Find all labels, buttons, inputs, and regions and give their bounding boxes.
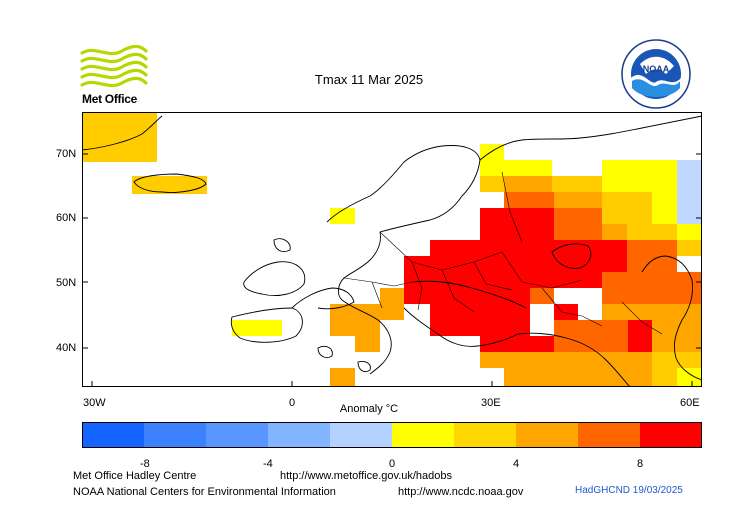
lat-label-70n: 70N xyxy=(56,148,77,160)
footer-noaa: NOAA National Centers for Environmental … xyxy=(73,486,336,498)
colorbar-segment xyxy=(206,422,269,448)
colorbar-segment xyxy=(268,422,331,448)
colorbar-tick-minus8: -8 xyxy=(140,458,150,470)
footer-noaa-url[interactable]: http://www.ncdc.noaa.gov xyxy=(398,486,524,498)
colorbar-segment xyxy=(640,422,702,448)
noaa-logo-text: NOAA xyxy=(643,64,670,74)
map-border xyxy=(82,112,702,387)
colorbar-segment xyxy=(454,422,517,448)
colorbar-segment xyxy=(516,422,579,448)
map-title: Tmax 11 Mar 2025 xyxy=(314,72,424,87)
lat-label-40n: 40N xyxy=(56,342,77,354)
lat-label-50n: 50N xyxy=(56,277,77,289)
lon-label-30w: 30W xyxy=(83,397,106,409)
colorbar xyxy=(82,422,702,448)
colorbar-label: Anomaly °C xyxy=(339,403,399,415)
footer-met-office-url[interactable]: http://www.metoffice.gov.uk/hadobs xyxy=(280,470,453,482)
colorbar-tick-4: 4 xyxy=(513,458,520,470)
footer-met-office: Met Office Hadley Centre xyxy=(73,470,197,482)
coastlines xyxy=(82,115,702,387)
colorbar-segment xyxy=(392,422,455,448)
colorbar-tick-0: 0 xyxy=(389,458,396,470)
dataset-credit: HadGHCND 19/03/2025 xyxy=(575,485,683,496)
colorbar-segment xyxy=(330,422,393,448)
anomaly-map xyxy=(82,112,702,387)
lon-label-0: 0 xyxy=(289,397,296,409)
met-office-logo xyxy=(80,45,148,88)
lon-label-30e: 30E xyxy=(481,397,501,409)
colorbar-tick-8: 8 xyxy=(637,458,644,470)
colorbar-segment xyxy=(82,422,145,448)
noaa-logo: NOAA xyxy=(621,39,691,109)
anomaly-cells xyxy=(82,112,702,387)
met-office-wordmark: Met Office xyxy=(82,92,138,106)
colorbar-segment xyxy=(144,422,207,448)
colorbar-segment xyxy=(578,422,641,448)
country-borders xyxy=(343,171,663,335)
lon-label-60e: 60E xyxy=(680,397,700,409)
colorbar-tick-minus4: -4 xyxy=(263,458,273,470)
lat-label-60n: 60N xyxy=(56,212,77,224)
